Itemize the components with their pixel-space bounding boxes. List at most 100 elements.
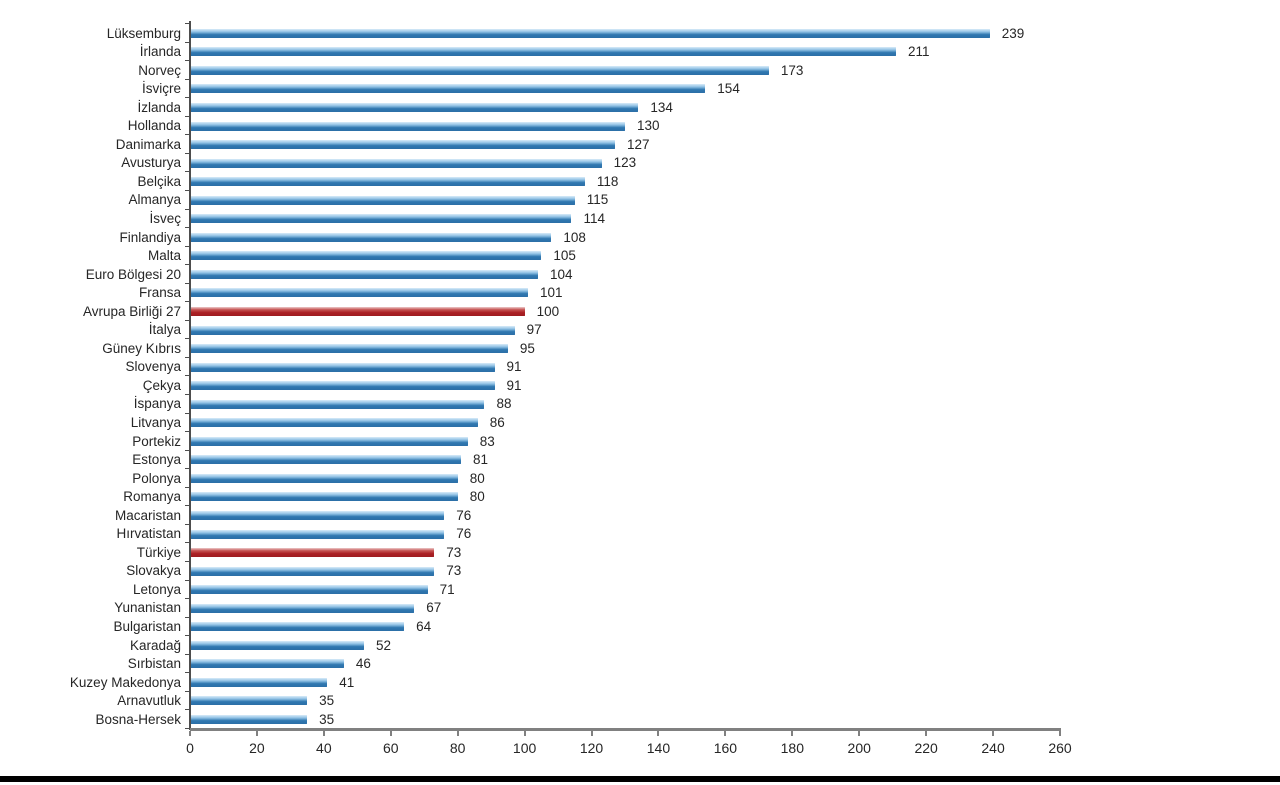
category-label: Sırbistan <box>127 656 181 672</box>
bar <box>190 510 445 520</box>
bar <box>190 251 542 261</box>
y-axis-tick <box>185 468 189 470</box>
bar-row: Çekya 91 <box>0 376 1280 395</box>
bar-row: Yunanistan 67 <box>0 599 1280 618</box>
bar-row: İtalya 97 <box>0 321 1280 340</box>
bar <box>190 566 435 576</box>
bar-row: Belçika 118 <box>0 172 1280 191</box>
y-axis-tick <box>185 115 189 117</box>
x-axis-tick <box>657 731 660 736</box>
bar-row: Güney Kıbrıs 95 <box>0 339 1280 358</box>
bar <box>190 473 458 483</box>
y-axis-tick <box>185 616 189 618</box>
bar <box>190 65 769 75</box>
y-axis-tick <box>185 412 189 414</box>
value-label: 114 <box>583 210 605 226</box>
bar-row: Hırvatistan 76 <box>0 525 1280 544</box>
category-label: Danimarka <box>115 136 181 152</box>
value-label: 46 <box>355 656 371 672</box>
bar-row: Slovakya 73 <box>0 562 1280 581</box>
bar-row: Kuzey Makedonya 41 <box>0 673 1280 692</box>
category-label: Yunanistan <box>114 600 181 616</box>
category-label: Çekya <box>142 377 181 393</box>
bar-row: Hollanda 130 <box>0 117 1280 136</box>
value-label: 211 <box>908 44 930 60</box>
value-label: 35 <box>319 711 335 727</box>
x-axis-tick-label: 140 <box>646 740 671 756</box>
x-axis-tick <box>992 731 995 736</box>
bar <box>190 492 458 502</box>
y-axis-tick <box>185 653 189 655</box>
category-label: İsveç <box>149 210 181 226</box>
footer-divider <box>0 776 1280 782</box>
y-axis-tick <box>185 301 189 303</box>
bar-row: Avusturya 123 <box>0 154 1280 173</box>
y-axis-tick <box>185 690 189 692</box>
y-axis-tick <box>185 97 189 99</box>
bar <box>190 659 344 669</box>
category-label: Malta <box>147 248 181 264</box>
category-label: İspanya <box>133 396 181 412</box>
value-axis-line <box>190 728 1061 731</box>
bar <box>190 288 528 298</box>
category-label: Almanya <box>128 192 181 208</box>
bar-row: İrlanda 211 <box>0 43 1280 62</box>
bar <box>190 715 308 724</box>
category-label: Türkiye <box>136 544 181 560</box>
category-label: Karadağ <box>129 637 181 653</box>
value-label: 41 <box>339 674 355 690</box>
x-axis-tick <box>724 731 727 736</box>
category-label: Güney Kıbrıs <box>102 340 181 356</box>
y-axis-tick <box>185 375 189 377</box>
y-axis-tick <box>185 523 189 525</box>
y-axis-tick <box>185 560 189 562</box>
y-axis-tick <box>185 486 189 488</box>
bar-row: Estonya 81 <box>0 451 1280 470</box>
value-label: 100 <box>536 303 560 319</box>
value-label: 127 <box>626 136 650 152</box>
y-axis-tick <box>185 134 189 136</box>
y-axis-tick <box>185 78 189 80</box>
y-axis-tick <box>185 727 189 729</box>
value-label: 123 <box>613 155 637 171</box>
bar-row: Karadağ 52 <box>0 636 1280 655</box>
value-label: 64 <box>416 619 432 635</box>
y-axis-tick <box>185 264 189 266</box>
value-label: 118 <box>596 173 619 189</box>
bar <box>190 399 485 409</box>
bar-row: Slovenya 91 <box>0 358 1280 377</box>
value-label: 83 <box>479 433 495 449</box>
bar-row: Romanya 80 <box>0 488 1280 507</box>
value-label: 95 <box>519 340 535 356</box>
bar <box>190 102 639 112</box>
x-axis-tick-label: 20 <box>249 740 265 756</box>
bar-row: Bulgaristan 64 <box>0 618 1280 637</box>
x-axis-tick <box>791 731 794 736</box>
value-label: 76 <box>456 507 472 523</box>
category-label: Belçika <box>137 173 181 189</box>
y-axis-tick <box>185 431 189 433</box>
bar-row: Portekiz 83 <box>0 432 1280 451</box>
value-label: 130 <box>637 118 660 134</box>
y-axis-tick <box>185 394 189 395</box>
bar <box>190 622 405 632</box>
bar-row: Macaristan 76 <box>0 506 1280 525</box>
bar-row: Sırbistan 46 <box>0 655 1280 674</box>
bar-row: Letonya 71 <box>0 580 1280 599</box>
value-label: 76 <box>456 526 472 542</box>
value-label: 80 <box>469 489 485 505</box>
bar <box>190 585 428 595</box>
value-label: 101 <box>539 285 563 301</box>
category-label: Bulgaristan <box>113 619 181 635</box>
bar-row: Danimarka 127 <box>0 135 1280 154</box>
value-label: 71 <box>439 581 455 597</box>
y-axis-tick <box>185 449 189 451</box>
bar <box>190 140 615 150</box>
bar-row: İspanya 88 <box>0 395 1280 414</box>
category-label: Hollanda <box>127 118 181 134</box>
y-axis-tick <box>185 171 189 173</box>
y-axis-tick <box>185 208 189 210</box>
x-axis-tick-label: 120 <box>579 740 604 756</box>
value-label: 35 <box>319 693 335 709</box>
